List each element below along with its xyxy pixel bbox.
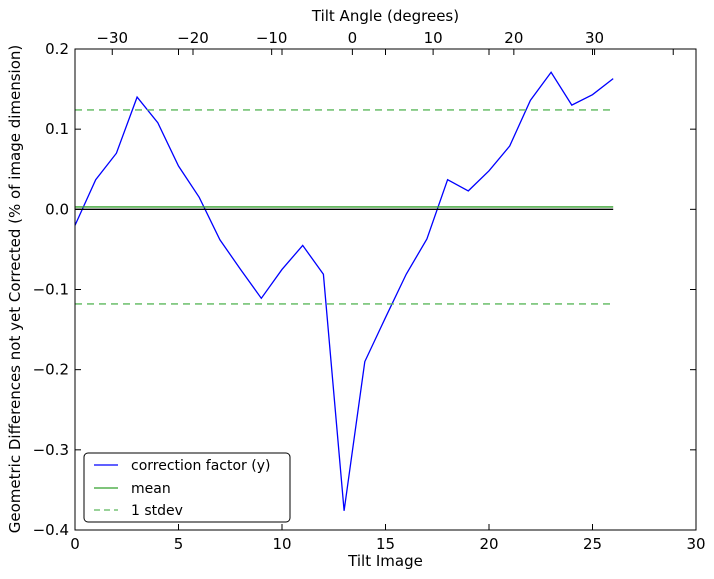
plot-area — [74, 71, 614, 511]
top-tick-label: 30 — [585, 29, 604, 47]
top-tick-label: 20 — [504, 29, 523, 47]
top-axis-label: Tilt Angle (degrees) — [311, 7, 459, 25]
y-tick-label: −0.4 — [33, 521, 69, 539]
top-tick-label: −30 — [96, 29, 128, 47]
legend-box — [83, 452, 291, 523]
legend-label-stdev: 1 stdev — [131, 503, 183, 519]
x-tick-label: 5 — [174, 535, 184, 553]
legend: correction factor (y) mean 1 stdev — [83, 452, 291, 523]
y-tick-label: −0.1 — [33, 281, 69, 299]
y-tick-label: 0.2 — [45, 40, 69, 58]
x-tick-label: 10 — [272, 535, 291, 553]
top-tick-label: 0 — [348, 29, 358, 47]
x-tick-label: 25 — [583, 535, 602, 553]
x-tick-label: 0 — [70, 535, 80, 553]
legend-label-correction: correction factor (y) — [131, 458, 270, 474]
x-tick-label: 15 — [376, 535, 395, 553]
x-tick-label: 30 — [686, 535, 705, 553]
x-axis-label: Tilt Image — [347, 552, 423, 570]
x-tick-label: 20 — [479, 535, 498, 553]
top-tick-label: 10 — [424, 29, 443, 47]
top-tick-label: −20 — [177, 29, 209, 47]
y-tick-label: −0.2 — [33, 361, 69, 379]
series-line-correction-factor-y — [74, 71, 614, 511]
top-tick-label: −10 — [256, 29, 288, 47]
y-axis-label: Geometric Differences not yet Corrected … — [6, 45, 24, 534]
legend-label-mean: mean — [131, 481, 171, 497]
axes: 0 5 10 15 20 25 30 0.2 0.1 0.0 −0.1 −0.2 −0.3 −0.4 −30… — [33, 29, 706, 553]
y-tick-label: −0.3 — [33, 441, 69, 459]
y-tick-label: 0.1 — [45, 120, 69, 138]
y-tick-label: 0.0 — [45, 200, 69, 218]
